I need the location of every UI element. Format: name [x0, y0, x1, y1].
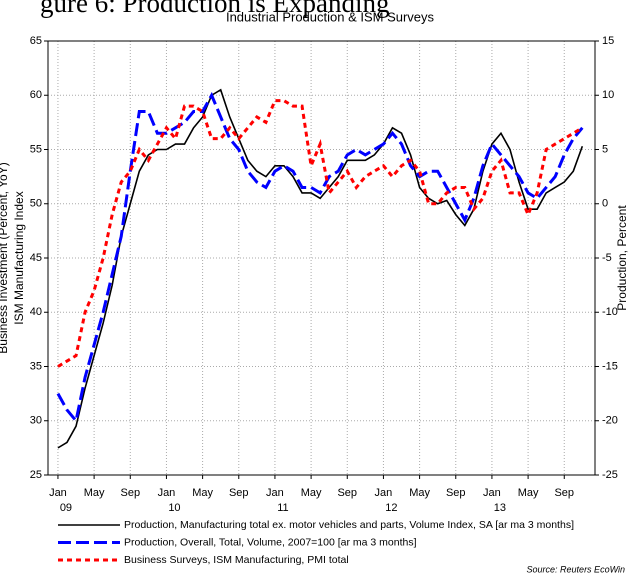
- chart-title: gure 6: Production is Expanding: [40, 0, 389, 18]
- y-tick-label: 50: [30, 198, 42, 210]
- y2-tick-label: 5: [602, 143, 608, 155]
- x-year-label: 10: [168, 502, 180, 514]
- x-tick-label: May: [84, 487, 105, 499]
- legend-label: Production, Overall, Total, Volume, 2007…: [124, 536, 417, 548]
- x-year-label: 13: [494, 502, 506, 514]
- x-tick-label: Jan: [158, 487, 176, 499]
- x-tick-label: May: [518, 487, 539, 499]
- x-tick-label: Sep: [337, 487, 357, 499]
- y-tick-label: 55: [30, 143, 42, 155]
- y2-tick-label: -15: [602, 360, 618, 372]
- x-tick-label: Sep: [120, 487, 140, 499]
- x-year-label: 09: [60, 502, 72, 514]
- series-line: [57, 99, 584, 368]
- y2-tick-label: -25: [602, 469, 618, 481]
- y-tick-label: 60: [30, 89, 42, 101]
- y-tick-label: 45: [30, 252, 42, 264]
- y2-tick-label: -10: [602, 306, 618, 318]
- y2-tick-label: 10: [602, 89, 614, 101]
- y-axis-label: ISM Manufacturing Index: [12, 191, 26, 324]
- x-year-label: 11: [277, 502, 288, 514]
- y2-tick-label: -5: [602, 252, 612, 264]
- x-tick-label: May: [301, 487, 322, 499]
- y2-tick-label: -20: [602, 415, 618, 427]
- x-tick-label: Jan: [483, 487, 501, 499]
- y2-tick-label: 0: [602, 198, 608, 210]
- y-tick-label: 35: [30, 360, 42, 372]
- outer-y-axis-label: Business Investment (Percent, YoY): [0, 162, 10, 353]
- x-tick-label: Jan: [375, 487, 393, 499]
- x-tick-label: May: [409, 487, 430, 499]
- y2-tick-label: 15: [602, 35, 614, 47]
- x-tick-label: Jan: [266, 487, 284, 499]
- y-tick-label: 40: [30, 306, 42, 318]
- legend-label: Business Surveys, ISM Manufacturing, PMI…: [124, 554, 349, 566]
- x-year-label: 12: [385, 502, 397, 514]
- y-tick-label: 25: [30, 469, 42, 481]
- x-tick-label: Sep: [554, 487, 574, 499]
- x-tick-label: Sep: [229, 487, 249, 499]
- x-tick-label: Jan: [49, 487, 67, 499]
- x-tick-label: Sep: [446, 487, 466, 499]
- y-tick-label: 65: [30, 35, 42, 47]
- series-line: [56, 91, 584, 425]
- plot-frame: [47, 40, 596, 476]
- series-line: [57, 88, 584, 449]
- x-tick-label: May: [192, 487, 213, 499]
- y-tick-label: 30: [30, 415, 42, 427]
- legend-label: Production, Manufacturing total ex. moto…: [124, 519, 574, 531]
- source: Source: Reuters EcoWin: [527, 564, 625, 574]
- chart-subtitle: Industrial Production & ISM Surveys: [226, 9, 435, 24]
- y2-axis-label: Production, Percent: [615, 205, 629, 311]
